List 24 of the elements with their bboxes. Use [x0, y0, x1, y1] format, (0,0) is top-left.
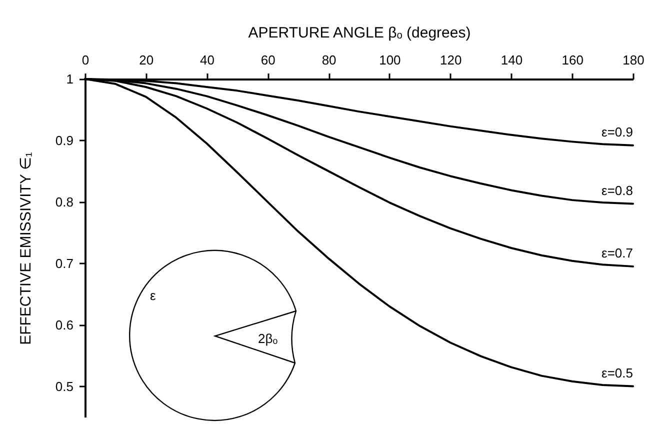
series-label: ε=0.7	[602, 245, 633, 260]
annotation: ε	[150, 288, 156, 303]
x-tick-label: 20	[139, 52, 154, 68]
x-tick-label: 160	[562, 52, 584, 68]
y-tick-label: 1	[66, 72, 74, 86]
x-tick-label: 60	[260, 52, 276, 68]
series-label: ε=0.5	[602, 365, 633, 380]
y-tick-label: 0.9	[55, 132, 74, 148]
x-tick-label: 80	[322, 52, 336, 68]
y-axis-title: EFFECTIVE EMISSIVITY ∈₁	[17, 152, 34, 345]
y-tick-label: 0.5	[55, 378, 74, 394]
x-tick-label: 40	[200, 52, 215, 68]
annotation: 2βₒ	[258, 331, 278, 346]
y-tick-label: 0.6	[55, 317, 74, 332]
x-tick-label: 100	[379, 52, 401, 68]
y-tick-label: 0.7	[55, 256, 74, 271]
y-tick-label: 0.8	[55, 194, 74, 210]
x-tick-label: 140	[500, 52, 523, 68]
x-tick-label: 0	[82, 52, 90, 68]
x-axis-title: APERTURE ANGLE βₒ (degrees)	[248, 24, 471, 42]
series-label: ε=0.8	[602, 182, 633, 198]
series-label: ε=0.9	[602, 124, 633, 140]
x-tick-label: 180	[622, 52, 644, 68]
x-tick-label: 120	[440, 52, 462, 68]
